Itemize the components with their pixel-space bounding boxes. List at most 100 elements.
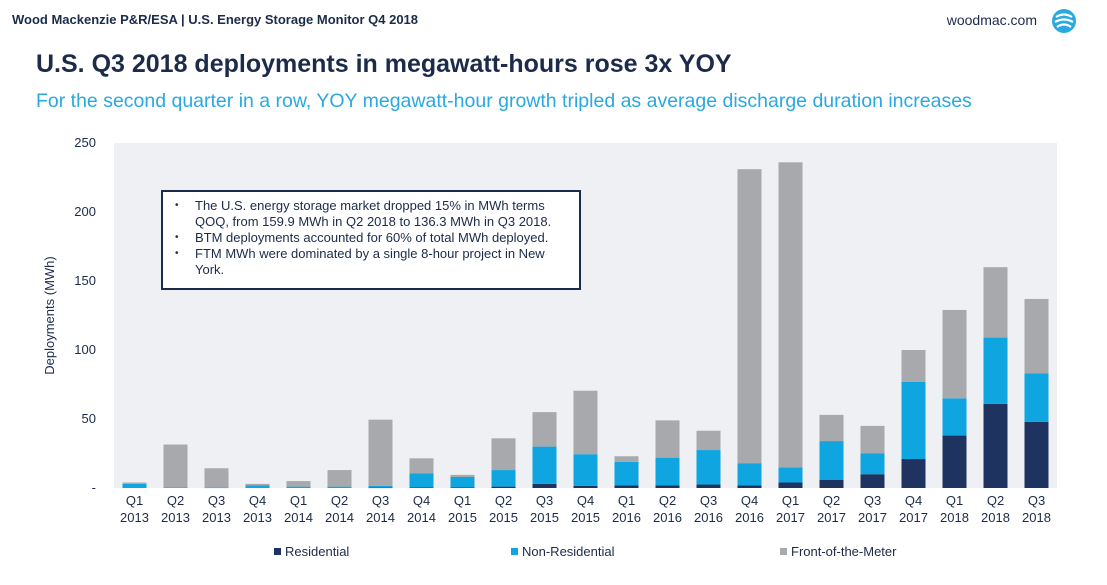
bar-segment-residential (983, 403, 1008, 488)
x-tick-label-year: 2015 (448, 510, 477, 525)
bar-segment-front-of-the-meter (614, 456, 639, 462)
x-tick-label-year: 2018 (981, 510, 1010, 525)
x-tick-label-quarter: Q3 (864, 493, 881, 508)
bar-segment-front-of-the-meter (860, 425, 885, 454)
site-link[interactable]: woodmac.com (946, 12, 1037, 28)
bar-segment-non-residential (409, 473, 434, 488)
bar-segment-non-residential (532, 446, 557, 484)
bar-segment-non-residential (450, 476, 475, 488)
x-tick-label-quarter: Q3 (700, 493, 717, 508)
x-tick-label-quarter: Q3 (372, 493, 389, 508)
bar-segment-front-of-the-meter (122, 482, 147, 484)
x-tick-label-year: 2015 (530, 510, 559, 525)
x-tick-label-year: 2013 (161, 510, 190, 525)
x-tick-label-quarter: Q1 (946, 493, 963, 508)
legend-swatch-front-of-the-meter (780, 548, 787, 555)
x-tick-label-year: 2014 (366, 510, 395, 525)
x-tick-label-quarter: Q1 (782, 493, 799, 508)
y-tick-label: - (92, 480, 96, 495)
legend-item-residential: Residential (274, 544, 349, 559)
x-tick-label-year: 2014 (284, 510, 313, 525)
bar-segment-front-of-the-meter (778, 162, 803, 468)
x-tick-label-year: 2017 (899, 510, 928, 525)
bar-segment-front-of-the-meter (942, 309, 967, 399)
page-subtitle: For the second quarter in a row, YOY meg… (36, 90, 972, 112)
bar-segment-residential (819, 479, 844, 488)
bar-segment-non-residential (368, 485, 393, 488)
x-tick-label-year: 2015 (571, 510, 600, 525)
x-tick-label-year: 2017 (858, 510, 887, 525)
legend-swatch-residential (274, 548, 281, 555)
x-tick-label-year: 2016 (612, 510, 641, 525)
x-tick-label-quarter: Q2 (167, 493, 184, 508)
bar-segment-residential (532, 483, 557, 488)
bar-segment-residential (655, 485, 680, 488)
x-tick-label-quarter: Q2 (823, 493, 840, 508)
bar-segment-front-of-the-meter (532, 412, 557, 447)
bar-segment-residential (942, 435, 967, 488)
bar-segment-front-of-the-meter (491, 438, 516, 471)
bar-segment-front-of-the-meter (368, 419, 393, 486)
bar-segment-front-of-the-meter (696, 430, 721, 451)
bar-segment-front-of-the-meter (163, 444, 188, 488)
bar-segment-residential (860, 474, 885, 488)
bar-segment-non-residential (573, 454, 598, 486)
x-tick-label-year: 2018 (1022, 510, 1051, 525)
bar-segment-non-residential (778, 467, 803, 483)
bar-segment-non-residential (122, 483, 147, 488)
x-tick-label-year: 2016 (694, 510, 723, 525)
x-tick-label-quarter: Q4 (741, 493, 758, 508)
x-tick-label-quarter: Q2 (331, 493, 348, 508)
bar-segment-non-residential (942, 398, 967, 436)
bar-segment-non-residential (491, 470, 516, 487)
x-tick-label-quarter: Q2 (659, 493, 676, 508)
bar-segment-non-residential (286, 486, 311, 488)
bar-segment-non-residential (163, 487, 188, 488)
bar-segment-non-residential (204, 487, 229, 489)
bar-segment-non-residential (614, 461, 639, 486)
bar-segment-non-residential (1024, 373, 1049, 422)
note-item: The U.S. energy storage market dropped 1… (171, 198, 569, 230)
bar-segment-residential (901, 459, 926, 488)
bar-segment-residential (614, 485, 639, 488)
x-tick-label-year: 2013 (120, 510, 149, 525)
y-tick-label: 50 (82, 411, 96, 426)
bar-segment-front-of-the-meter (573, 390, 598, 455)
bar-segment-residential (573, 485, 598, 488)
bar-segment-front-of-the-meter (819, 414, 844, 442)
x-tick-label-quarter: Q3 (536, 493, 553, 508)
x-tick-label-year: 2013 (202, 510, 231, 525)
bar-segment-front-of-the-meter (204, 468, 229, 488)
bar-segment-front-of-the-meter (655, 420, 680, 458)
x-tick-label-year: 2018 (940, 510, 969, 525)
notes-callout: The U.S. energy storage market dropped 1… (161, 190, 581, 290)
bar-segment-front-of-the-meter (983, 267, 1008, 338)
legend-label: Residential (285, 544, 350, 559)
bar-segment-non-residential (983, 337, 1008, 404)
bar-segment-front-of-the-meter (409, 458, 434, 474)
bar-segment-non-residential (245, 485, 270, 488)
x-tick-label-quarter: Q1 (126, 493, 143, 508)
x-tick-label-quarter: Q1 (618, 493, 635, 508)
bar-segment-front-of-the-meter (737, 169, 762, 464)
x-tick-label-quarter: Q4 (413, 493, 430, 508)
bar-segment-front-of-the-meter (901, 350, 926, 382)
bar-segment-non-residential (655, 457, 680, 486)
bar-segment-residential (737, 485, 762, 488)
legend-label: Non-Residential (522, 544, 615, 559)
bar-segment-non-residential (901, 381, 926, 460)
y-tick-label: 150 (74, 273, 96, 288)
header-bar: Wood Mackenzie P&R/ESA | U.S. Energy Sto… (0, 0, 1107, 38)
page-title: U.S. Q3 2018 deployments in megawatt-hou… (36, 50, 732, 78)
chart-legend: Residential Non-Residential Front-of-the… (0, 544, 1107, 562)
x-tick-label-year: 2016 (653, 510, 682, 525)
x-tick-label-year: 2013 (243, 510, 272, 525)
bar-segment-front-of-the-meter (286, 481, 311, 487)
x-tick-label-quarter: Q1 (454, 493, 471, 508)
x-tick-label-quarter: Q3 (1028, 493, 1045, 508)
bar-segment-residential (491, 486, 516, 488)
y-tick-label: 250 (74, 135, 96, 150)
bar-segment-residential (1024, 421, 1049, 488)
bar-segment-residential (368, 487, 393, 489)
